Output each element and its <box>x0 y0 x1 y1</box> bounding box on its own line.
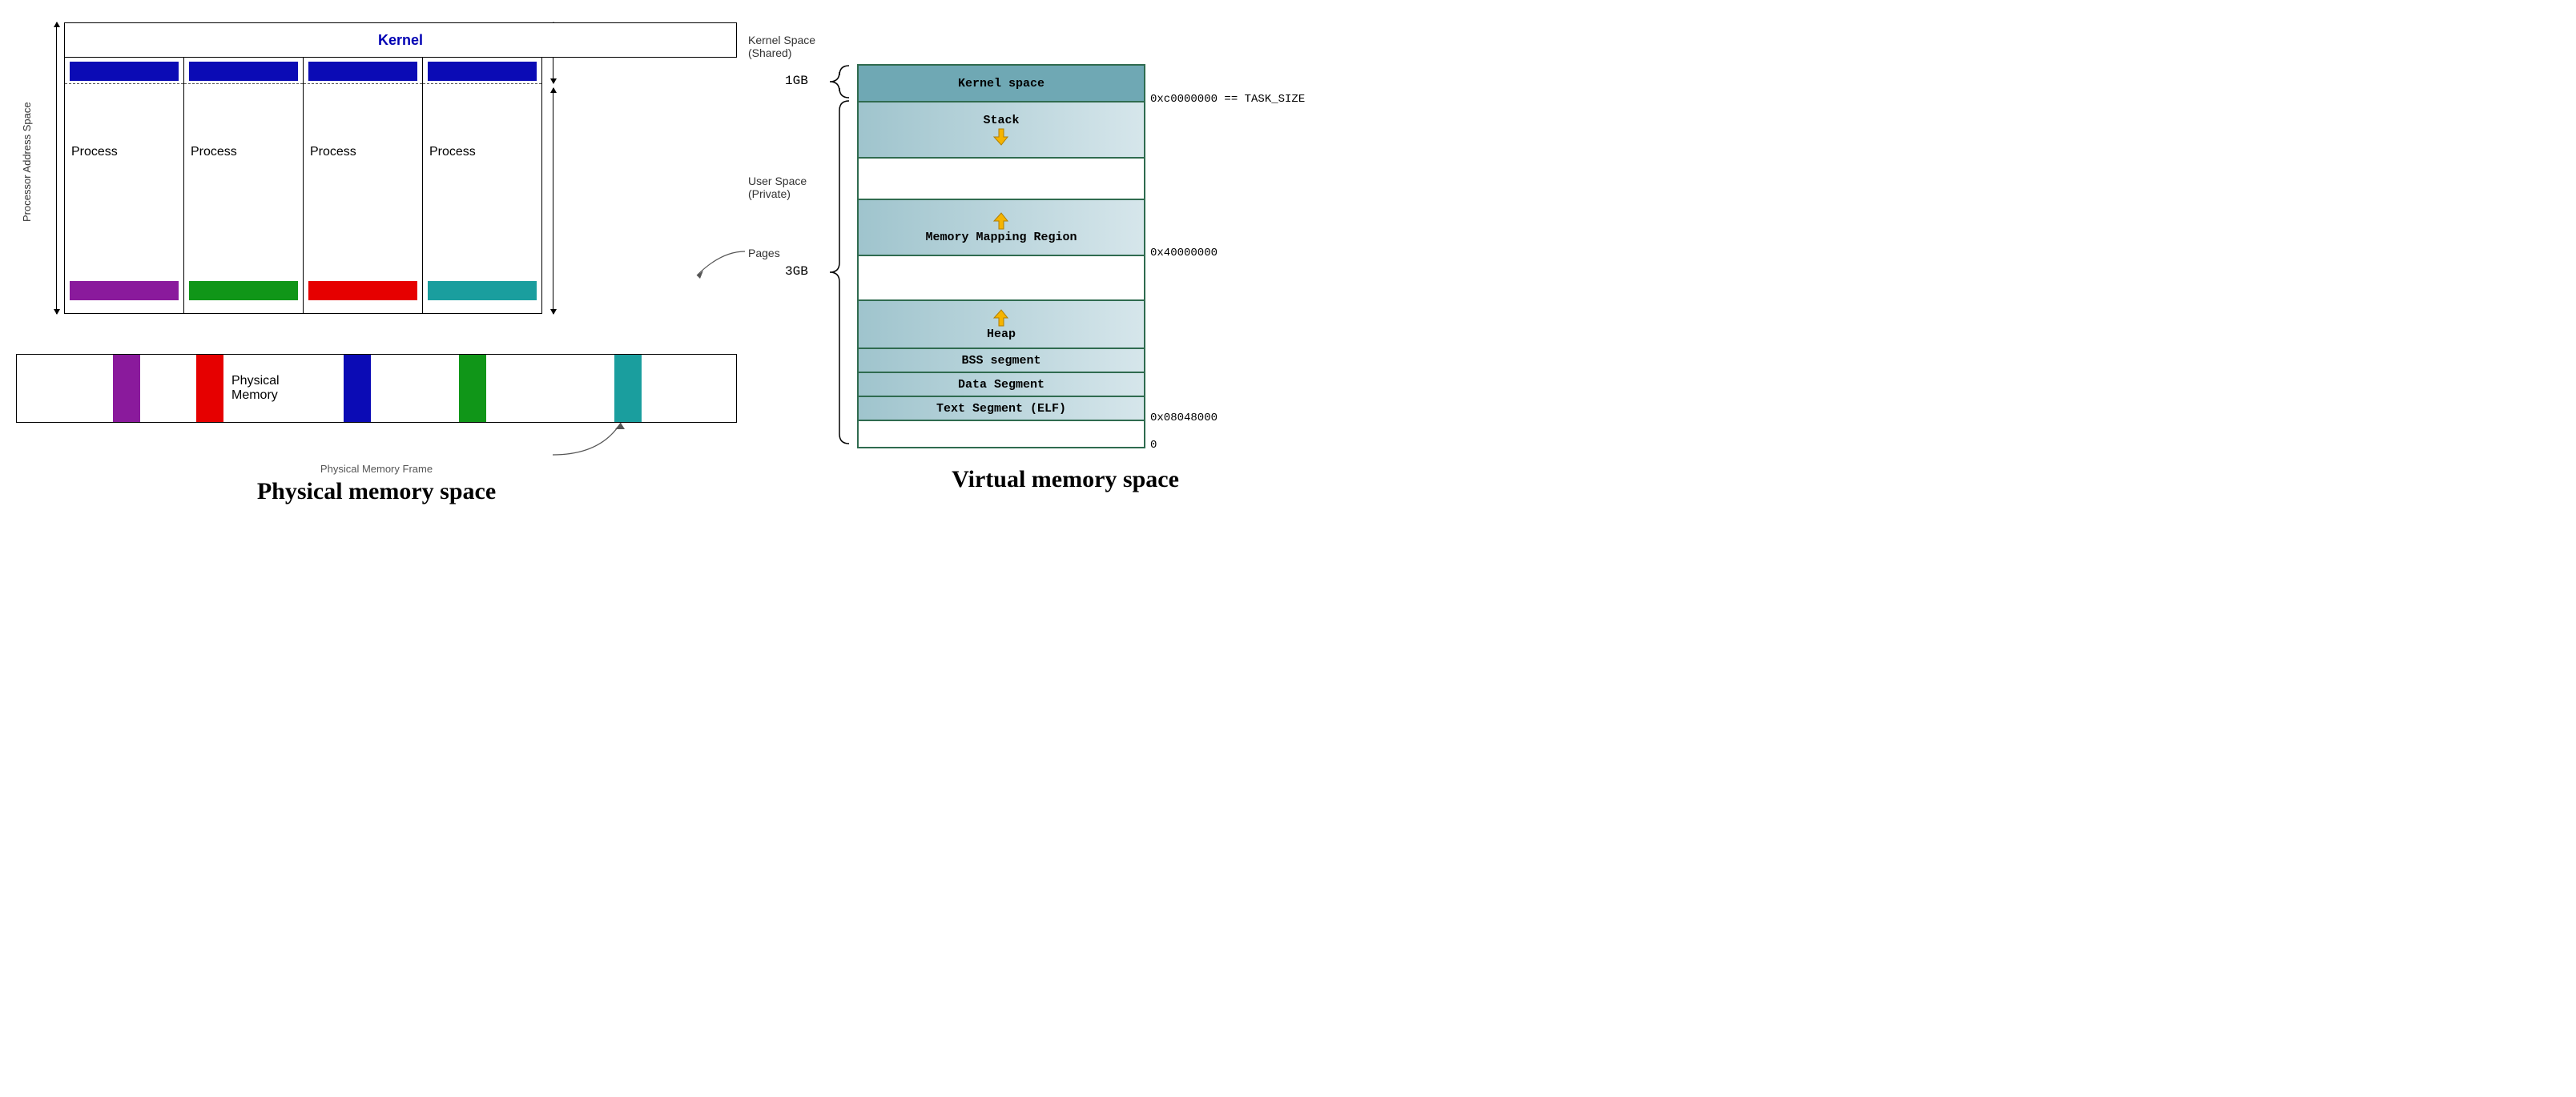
physical-memory-bar: PhysicalMemory <box>16 354 737 423</box>
down-arrow-icon <box>992 127 1010 147</box>
vmem-row: Kernel space <box>859 66 1144 101</box>
vmem-row: BSS segment <box>859 348 1144 372</box>
dashed-separator <box>65 83 183 84</box>
dashed-separator <box>184 83 303 84</box>
phys-gap <box>371 355 459 422</box>
phys-gap <box>17 355 113 422</box>
phys-gap <box>140 355 196 422</box>
phys-frame-curved-arrow <box>545 415 641 463</box>
phys-gap <box>486 355 614 422</box>
vmem-row <box>859 420 1144 447</box>
page-band <box>189 281 298 300</box>
kernel-band <box>189 62 298 81</box>
vmem-row <box>859 157 1144 199</box>
process-columns: ProcessProcessProcessProcess <box>64 58 737 314</box>
vmem-row <box>859 255 1144 299</box>
phys-frame <box>113 355 140 422</box>
address-label: 0 <box>1150 439 1157 452</box>
process-label: Process <box>423 145 541 159</box>
address-labels: 0xc0000000 == TASK_SIZE 0x40000000 0x08048… <box>1145 64 1346 448</box>
process-column: Process <box>64 58 184 314</box>
virtual-memory-diagram: 1GB 3GB Kernel space Stack Memory Mapping R… <box>785 64 1346 493</box>
vmem-row-label: Kernel space <box>958 77 1044 90</box>
physical-memory-frame-label: Physical Memory Frame <box>16 463 737 475</box>
brace-label: 1GB <box>785 74 808 88</box>
physical-caption: Physical memory space <box>16 478 737 505</box>
dashed-separator <box>304 83 422 84</box>
vmem-stack: Kernel space Stack Memory Mapping Region He… <box>857 64 1145 448</box>
address-label: 0x08048000 <box>1150 412 1218 424</box>
page-band <box>428 281 537 300</box>
vmem-row: Heap <box>859 299 1144 348</box>
vmem-row: Memory Mapping Region <box>859 199 1144 255</box>
kernel-space-label: Kernel Space <box>748 34 815 46</box>
process-column: Process <box>422 58 542 314</box>
address-label: 0xc0000000 == TASK_SIZE <box>1150 93 1305 106</box>
phys-frame <box>344 355 371 422</box>
brace-icon <box>820 99 852 445</box>
vmem-row-label: Heap <box>987 327 1016 341</box>
process-label: Process <box>304 145 422 159</box>
physical-memory-text: PhysicalMemory <box>223 355 280 422</box>
vmem-row-label: BSS segment <box>961 354 1040 368</box>
address-label: 0x40000000 <box>1150 247 1218 259</box>
kernel-band <box>70 62 179 81</box>
left-range-arrow <box>56 22 57 314</box>
process-label: Process <box>65 145 183 159</box>
phys-frame <box>196 355 223 422</box>
process-label: Process <box>184 145 303 159</box>
brace-label: 3GB <box>785 264 808 279</box>
up-arrow-icon <box>992 211 1010 231</box>
vmem-row-label: Data Segment <box>958 378 1044 392</box>
phys-frame <box>459 355 486 422</box>
vmem-row: Data Segment <box>859 372 1144 396</box>
address-space: Kernel ProcessProcessProcessProcess Kern… <box>64 22 737 314</box>
vmem-row: Text Segment (ELF) <box>859 396 1144 420</box>
kernel-band <box>428 62 537 81</box>
processor-address-space-label: Processor Address Space <box>21 16 33 307</box>
virtual-caption: Virtual memory space <box>785 466 1346 493</box>
process-column: Process <box>303 58 423 314</box>
vmem-row-label: Memory Mapping Region <box>925 231 1077 244</box>
vmem-row: Stack <box>859 101 1144 157</box>
braces-left: 1GB 3GB <box>785 64 857 448</box>
process-column: Process <box>183 58 304 314</box>
physical-memory-diagram: Processor Address Space Kernel ProcessPr… <box>16 16 737 505</box>
kernel-label: Kernel <box>378 32 423 49</box>
kernel-band <box>308 62 417 81</box>
vmem-row-label: Text Segment (ELF) <box>936 402 1066 416</box>
page-band <box>308 281 417 300</box>
phys-gap <box>642 355 698 422</box>
phys-gap: PhysicalMemory <box>223 355 344 422</box>
dashed-separator <box>423 83 541 84</box>
brace-icon <box>820 64 852 99</box>
up-arrow-icon <box>992 308 1010 327</box>
kernel-space-sub: (Shared) <box>748 46 815 59</box>
page-band <box>70 281 179 300</box>
phys-frame <box>614 355 642 422</box>
kernel-header: Kernel <box>64 22 737 58</box>
vmem-row-label: Stack <box>983 114 1019 127</box>
pages-curved-arrow <box>681 243 753 283</box>
